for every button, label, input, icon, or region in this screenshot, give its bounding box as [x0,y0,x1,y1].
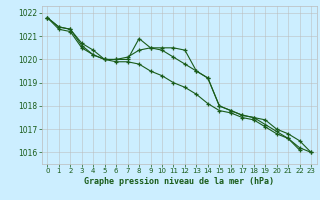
X-axis label: Graphe pression niveau de la mer (hPa): Graphe pression niveau de la mer (hPa) [84,177,274,186]
